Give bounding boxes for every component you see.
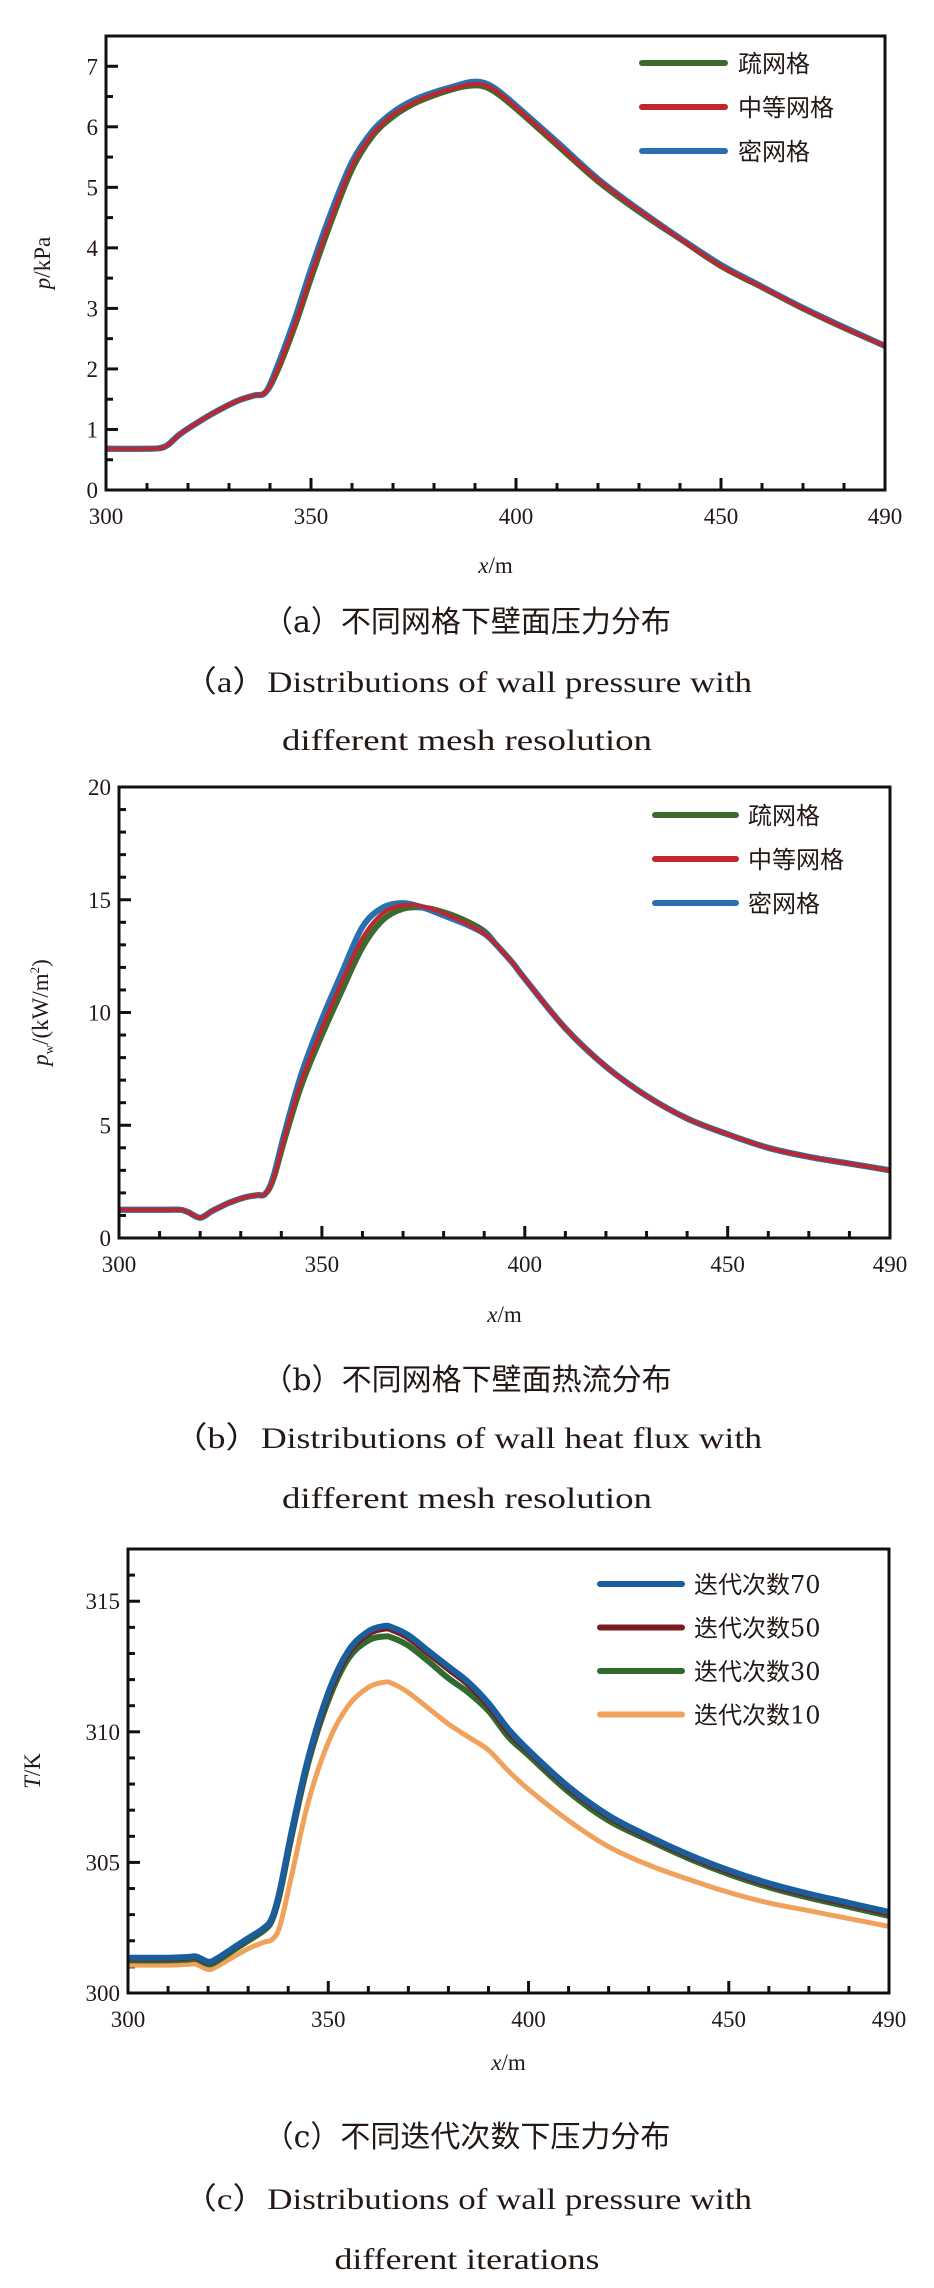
x-tick-label: 400 <box>499 504 534 529</box>
chart-c-x-axis-label: x/m <box>490 2050 526 2075</box>
chart-a-x-axis-label: x/m <box>477 553 513 578</box>
legend-label: 迭代次数30 <box>694 1658 821 1686</box>
series-line-2 <box>106 82 885 451</box>
chart-b-caption-cn: （b）不同网格下壁面热流分布 <box>262 1363 671 1398</box>
chart-c-y-axis-label: T/K <box>20 1753 45 1789</box>
series-line-4 <box>128 1679 889 1973</box>
x-tick-label: 300 <box>102 1252 137 1277</box>
x-tick-label: 490 <box>873 1252 908 1277</box>
x-label-symbol: x <box>490 2050 502 2075</box>
y-tick-label: 315 <box>86 1589 121 1614</box>
y-tick-label: 300 <box>86 1981 121 2006</box>
x-tick-label: 400 <box>511 2007 546 2032</box>
x-tick-label: 350 <box>311 2007 346 2032</box>
y-label-symbol: p <box>28 1054 53 1068</box>
y-tick-label: 310 <box>86 1720 121 1745</box>
y-tick-label: 2 <box>87 357 99 382</box>
chart-b-x-axis-label: x/m <box>486 1302 522 1327</box>
x-label-symbol: x <box>477 553 489 578</box>
y-label-symbol: T <box>20 1774 45 1789</box>
legend-label: 密网格 <box>738 138 810 166</box>
legend-label: 迭代次数50 <box>694 1615 821 1643</box>
y-tick-label: 5 <box>87 175 99 200</box>
y-label-symbol: p <box>30 278 55 292</box>
x-tick-label: 350 <box>305 1252 340 1277</box>
x-tick-label: 450 <box>704 504 739 529</box>
x-tick-label: 450 <box>710 1252 745 1277</box>
x-tick-label: 490 <box>868 504 903 529</box>
x-label-symbol: x <box>486 1302 498 1327</box>
chart-a-caption-en-line2: different mesh resolution <box>282 724 652 757</box>
legend-label: 密网格 <box>748 890 820 918</box>
y-tick-label: 1 <box>87 417 99 442</box>
chart-c-series <box>128 1622 889 1973</box>
y-tick-label: 7 <box>87 54 99 79</box>
series-line-3 <box>106 78 885 452</box>
x-label-unit: /m <box>497 1302 521 1327</box>
x-tick-label: 450 <box>712 2007 747 2032</box>
y-label-unit: /(kW/m <box>28 973 53 1045</box>
x-tick-label: 490 <box>872 2007 907 2032</box>
y-tick-label: 4 <box>87 236 99 261</box>
x-tick-label: 400 <box>508 1252 543 1277</box>
legend-label: 中等网格 <box>738 94 834 122</box>
series-line-2 <box>119 902 890 1220</box>
legend-label: 疏网格 <box>748 802 820 830</box>
series-line-1 <box>128 1622 889 1965</box>
chart-c-legend: 迭代次数70 迭代次数50 迭代次数30 迭代次数10 <box>597 1571 821 1730</box>
chart-a-caption-cn: （a）不同网格下壁面压力分布 <box>263 605 671 640</box>
y-tick-label: 15 <box>88 888 111 913</box>
legend-label: 迭代次数70 <box>694 1571 821 1599</box>
chart-b-series <box>119 900 890 1221</box>
y-label-close: ) <box>28 959 53 967</box>
series-line-3 <box>119 900 890 1221</box>
chart-b-axes-frame <box>117 785 892 1240</box>
chart-b-caption-en-line2: different mesh resolution <box>282 1482 652 1515</box>
x-tick-label: 350 <box>294 504 329 529</box>
legend-label: 迭代次数10 <box>694 1702 821 1730</box>
chart-c-caption-cn: （c）不同迭代次数下压力分布 <box>264 2120 671 2155</box>
chart-a-y-axis-label: p/kPa <box>30 237 55 291</box>
y-tick-label: 5 <box>100 1113 112 1138</box>
x-tick-label: 300 <box>111 2007 146 2032</box>
legend-label: 疏网格 <box>738 50 810 78</box>
y-label-unit: /kPa <box>30 237 55 278</box>
y-tick-label: 20 <box>88 775 111 800</box>
chart-c-temperature-iterations: 300 350 400 450 490 300 305 310 315 迭代次数70 迭代次数50… <box>20 1547 907 2276</box>
y-tick-label: 305 <box>86 1850 121 1875</box>
y-label-subscript: w <box>41 1044 56 1054</box>
y-tick-label: 10 <box>88 1001 111 1026</box>
y-label-unit: /K <box>20 1753 45 1776</box>
chart-b-y-axis-label: pw/(kW/m2) <box>27 959 56 1068</box>
y-tick-label: 0 <box>100 1226 112 1251</box>
chart-a-ticks: 300 350 400 450 490 0 1 2 3 4 5 6 7 <box>87 34 903 529</box>
chart-b-caption-en-line1: （b）Distributions of wall heat flux with <box>172 1422 762 1455</box>
x-label-unit: /m <box>501 2050 525 2075</box>
chart-c-caption-en-line2: different iterations <box>335 2243 600 2276</box>
x-label-unit: /m <box>488 553 512 578</box>
x-tick-label: 300 <box>89 504 124 529</box>
chart-a-caption-en-line1: （a）Distributions of wall pressure with <box>182 666 752 699</box>
y-tick-label: 6 <box>87 115 99 140</box>
y-tick-label: 3 <box>87 296 99 321</box>
y-tick-label: 0 <box>87 478 99 503</box>
chart-c-caption-en-line1: （c）Distributions of wall pressure with <box>182 2183 752 2216</box>
chart-a-axes-frame <box>104 34 887 492</box>
y-label-superscript: 2 <box>27 967 42 974</box>
legend-label: 中等网格 <box>748 846 844 874</box>
chart-c-axes-frame <box>126 1547 891 1995</box>
chart-a-series <box>106 78 885 452</box>
